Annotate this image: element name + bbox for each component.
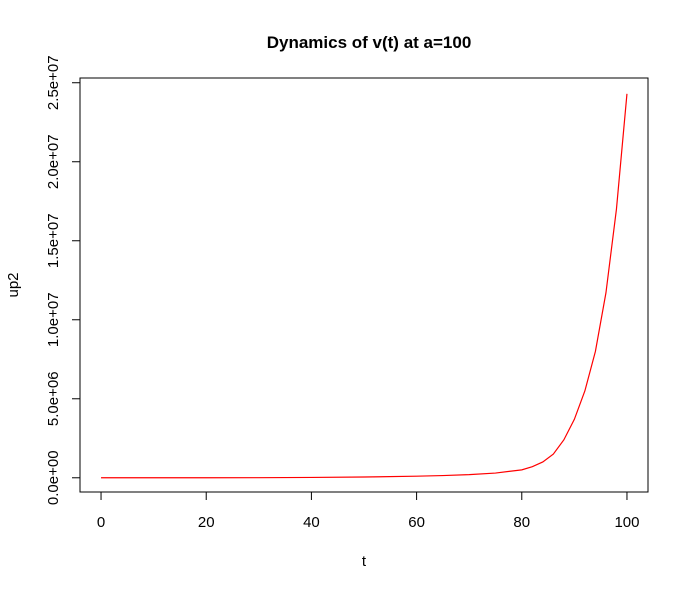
x-tick-label: 60 <box>408 514 425 531</box>
series-layer <box>101 93 628 479</box>
y-axis: 0.0e+00 5.0e+06 1.0e+07 1.5e+07 2.0e+07 2.5e+… <box>45 55 81 505</box>
series-line <box>101 93 628 479</box>
chart-title: Dynamics of v(t) at a=100 <box>267 33 472 52</box>
x-tick-label: 40 <box>303 514 320 531</box>
x-axis-label: t <box>362 553 367 570</box>
x-tick-label: 80 <box>513 514 530 531</box>
y-tick-label: 2.5e+07 <box>45 55 62 110</box>
y-tick-label: 1.0e+07 <box>45 292 62 347</box>
x-axis: 0 20 40 60 80 100 <box>97 491 639 531</box>
plot-frame <box>79 77 649 493</box>
y-tick-label: 5.0e+06 <box>45 371 62 426</box>
y-axis-label: up2 <box>5 272 22 297</box>
x-tick-label: 100 <box>614 514 639 531</box>
y-tick-label: 2.0e+07 <box>45 134 62 189</box>
y-tick-label: 0.0e+00 <box>45 450 62 505</box>
y-tick-label: 1.5e+07 <box>45 213 62 268</box>
x-tick-label: 20 <box>198 514 215 531</box>
x-tick-label: 0 <box>97 514 105 531</box>
